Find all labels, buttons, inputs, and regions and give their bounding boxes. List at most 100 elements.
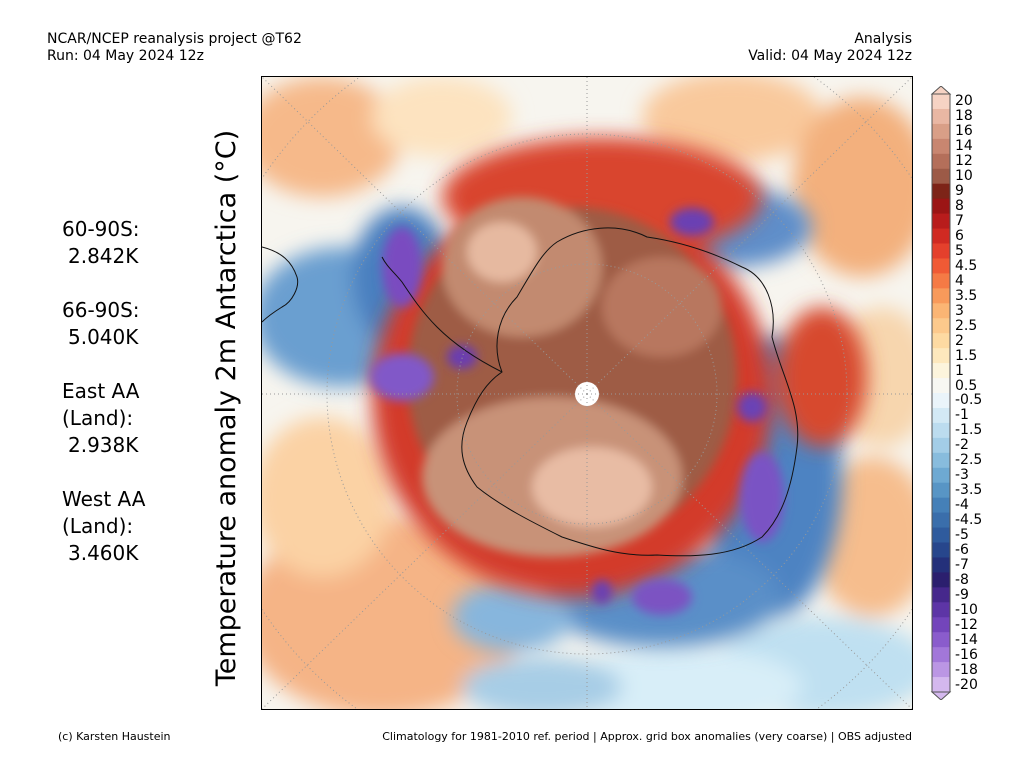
colorbar-cell xyxy=(932,647,950,663)
colorbar-frame xyxy=(931,93,951,693)
colorbar-tick-label: 0.5 xyxy=(955,377,978,394)
colorbar-cell xyxy=(932,348,950,364)
stat-value: 2.842K xyxy=(68,244,139,268)
colorbar-tick-label: 1 xyxy=(955,362,964,379)
anomaly-map xyxy=(261,76,913,710)
stat-label: 66-90S: xyxy=(62,298,140,322)
colorbar-tick-label: 14 xyxy=(955,138,973,155)
colorbar-cell xyxy=(932,318,950,334)
stat-west-aa: West AA (Land): 3.460K xyxy=(62,486,145,567)
colorbar-cells xyxy=(930,86,952,700)
colorbar-cell xyxy=(932,273,950,289)
stat-label: West AA (Land): xyxy=(62,487,146,538)
colorbar-cell xyxy=(932,303,950,319)
colorbar-cell xyxy=(932,168,950,185)
colorbar-cell xyxy=(932,482,950,499)
colorbar-cell xyxy=(932,333,950,349)
cold-minima xyxy=(370,208,784,615)
stat-66-90s: 66-90S: 5.040K xyxy=(62,297,145,351)
regional-stats: 60-90S: 2.842K 66-90S: 5.040K East AA (L… xyxy=(62,216,145,594)
colorbar-cell xyxy=(932,452,950,469)
colorbar-cell xyxy=(932,557,950,573)
colorbar-cell xyxy=(932,243,950,259)
colorbar-tick-label: -20 xyxy=(955,676,978,693)
valid-time: Valid: 04 May 2024 12z xyxy=(748,48,912,64)
colorbar-cell xyxy=(932,632,950,648)
colorbar-tick-label: 10 xyxy=(955,168,973,185)
colorbar-tick-label: -10 xyxy=(955,601,978,618)
colorbar-tick-label: -16 xyxy=(955,646,978,663)
colorbar-tick-label: 5 xyxy=(955,242,964,259)
colorbar-tick-label: 3 xyxy=(955,302,964,319)
colorbar-tick-label: -14 xyxy=(955,631,978,648)
colorbar-tick-label: -9 xyxy=(955,586,969,603)
colorbar-cell xyxy=(932,228,950,244)
colorbar-tick-label: 1.5 xyxy=(955,347,978,364)
south-america-coast xyxy=(262,246,299,323)
colorbar-tick-label: -3.5 xyxy=(955,482,983,499)
colorbar-tick-label: -0.5 xyxy=(955,392,983,409)
model-title: NCAR/NCEP reanalysis project @T62 xyxy=(47,31,302,47)
colorbar-cell xyxy=(932,602,950,618)
colorbar-cell xyxy=(932,198,950,215)
analysis-label: Analysis xyxy=(854,31,912,47)
stat-value: 2.938K xyxy=(68,433,139,457)
header-left: NCAR/NCEP reanalysis project @T62 Run: 0… xyxy=(47,31,302,65)
colorbar-tick-label: 4.5 xyxy=(955,257,978,274)
colorbar-tick-label: -18 xyxy=(955,661,978,678)
colorbar-tick-label: -4.5 xyxy=(955,512,983,529)
colorbar-cell xyxy=(932,497,950,514)
colorbar-cell xyxy=(932,527,950,543)
colorbar-cell xyxy=(932,138,950,155)
colorbar-tick-label: -5 xyxy=(955,527,969,544)
colorbar-bottom-arrow xyxy=(930,691,952,700)
colorbar-tick-label: -4 xyxy=(955,497,969,514)
colorbar-tick-label: -2 xyxy=(955,437,969,454)
colorbar-tick-label: 6 xyxy=(955,228,964,245)
footnote: Climatology for 1981-2010 ref. period | … xyxy=(382,730,912,743)
stat-label: East AA (Land): xyxy=(62,379,140,430)
colorbar-tick-label: 3.5 xyxy=(955,287,978,304)
colorbar-top-arrow xyxy=(930,86,952,95)
colorbar-tick-label: -3 xyxy=(955,467,969,484)
graticule xyxy=(262,77,912,709)
colorbar-cell xyxy=(932,258,950,274)
colorbar-cell xyxy=(932,393,950,409)
stat-value: 5.040K xyxy=(68,325,139,349)
colorbar-cell xyxy=(932,677,950,693)
colorbar-tick-label: 12 xyxy=(955,153,973,170)
colorbar-tick-label: -2.5 xyxy=(955,452,983,469)
header-right: Analysis Valid: 04 May 2024 12z xyxy=(748,31,912,65)
colorbar-tick-label: -6 xyxy=(955,541,969,558)
colorbar-tick-label: 9 xyxy=(955,183,964,200)
colorbar-tick-label: 8 xyxy=(955,198,964,215)
stat-east-aa: East AA (Land): 2.938K xyxy=(62,378,145,459)
colorbar-tick-label: 2 xyxy=(955,332,964,349)
colorbar-tick-label: -1.5 xyxy=(955,422,983,439)
colorbar-tick-label: 18 xyxy=(955,108,973,125)
anomaly-map-svg xyxy=(262,77,912,709)
stat-60-90s: 60-90S: 2.842K xyxy=(62,216,145,270)
colorbar-cell xyxy=(932,542,950,558)
stat-value: 3.460K xyxy=(68,541,139,565)
antarctic-peninsula xyxy=(381,256,503,373)
run-time: Run: 04 May 2024 12z xyxy=(47,48,204,64)
colorbar-cell xyxy=(932,422,950,439)
colorbar-cell xyxy=(932,363,950,379)
colorbar xyxy=(930,86,952,700)
colorbar-tick-label: 7 xyxy=(955,213,964,230)
colorbar-cell xyxy=(932,183,950,200)
colorbar-cell xyxy=(932,288,950,304)
colorbar-cell xyxy=(932,512,950,529)
colorbar-cell xyxy=(932,213,950,230)
colorbar-cell xyxy=(932,378,950,394)
map-title: Temperature anomaly 2m Antarctica (°C) xyxy=(211,129,242,687)
warm-core xyxy=(407,197,737,557)
colorbar-cell xyxy=(932,662,950,678)
colorbar-cell xyxy=(932,108,950,125)
colorbar-tick-label: -8 xyxy=(955,571,969,588)
colorbar-tick-label: 4 xyxy=(955,272,964,289)
colorbar-cell xyxy=(932,153,950,170)
colorbar-cell xyxy=(932,617,950,633)
colorbar-cell xyxy=(932,407,950,424)
